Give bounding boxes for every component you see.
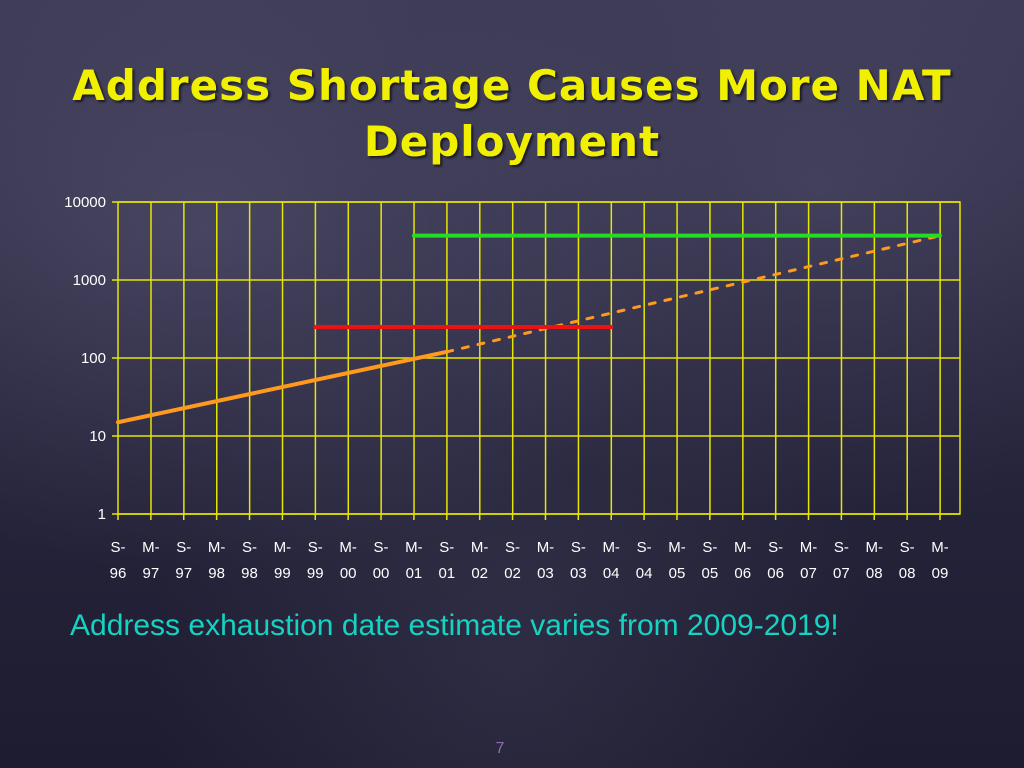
x-tick-label-bottom: 03	[537, 565, 554, 582]
x-tick-label-top: S-	[242, 539, 257, 556]
x-tick-label-bottom: 05	[669, 565, 686, 582]
x-tick-label-bottom: 06	[767, 565, 784, 582]
x-tick-label-bottom: 07	[833, 565, 850, 582]
y-axis-ticks: 1 10 100 1000 10000	[64, 194, 106, 523]
x-tick-label-bottom: 08	[899, 565, 916, 582]
x-tick-label-top: M-	[800, 539, 818, 556]
x-tick-label-bottom: 97	[143, 565, 160, 582]
x-tick-label-top: S-	[702, 539, 717, 556]
x-tick-label-top: M-	[471, 539, 489, 556]
series-line-2	[445, 234, 942, 354]
x-tick-label-top: M-	[865, 539, 883, 556]
y-tick-label: 10000	[64, 194, 106, 211]
x-tick-label-bottom: 99	[274, 565, 291, 582]
x-tick-label-bottom: 00	[373, 565, 390, 582]
x-tick-label-top: S-	[439, 539, 454, 556]
x-tick-label-top: S-	[176, 539, 191, 556]
x-tick-label-bottom: 02	[471, 565, 488, 582]
x-tick-label-bottom: 01	[438, 565, 455, 582]
x-tick-label-top: M-	[602, 539, 620, 556]
x-tick-label-bottom: 97	[175, 565, 192, 582]
x-tick-label-top: S-	[834, 539, 849, 556]
x-tick-label-top: M-	[734, 539, 752, 556]
y-tick-label: 10	[89, 428, 106, 445]
x-tick-label-bottom: 02	[504, 565, 521, 582]
x-tick-label-top: S-	[571, 539, 586, 556]
x-tick-label-bottom: 06	[734, 565, 751, 582]
x-tick-label-bottom: 05	[701, 565, 718, 582]
page-number: 7	[495, 740, 505, 757]
chart-series	[116, 233, 942, 425]
nat-deployment-chart: 1 10 100 1000 10000 S- 96 M- 97 S- 97 M- 98 S- 98 M- 99…	[64, 194, 961, 582]
series-line-1	[116, 349, 449, 425]
y-tick-label: 1	[98, 506, 106, 523]
chart-grid	[112, 201, 961, 515]
x-tick-label-top: M-	[668, 539, 686, 556]
x-tick-label-top: M-	[405, 539, 423, 556]
x-tick-label-top: S-	[900, 539, 915, 556]
slide-title: Address Shortage Causes More NAT Deploym…	[72, 61, 952, 166]
x-tick-label-top: M-	[142, 539, 160, 556]
x-tick-label-bottom: 04	[636, 565, 653, 582]
x-tick-label-bottom: 03	[570, 565, 587, 582]
x-tick-label-top: M-	[208, 539, 226, 556]
x-tick-label-bottom: 98	[241, 565, 258, 582]
x-tick-label-top: S-	[374, 539, 389, 556]
x-tick-label-bottom: 01	[406, 565, 423, 582]
caption-text: Address exhaustion date estimate varies …	[70, 609, 839, 642]
x-tick-label-bottom: 09	[932, 565, 949, 582]
x-tick-label-bottom: 98	[208, 565, 225, 582]
x-tick-label-bottom: 07	[800, 565, 817, 582]
x-tick-label-top: S-	[308, 539, 323, 556]
x-tick-label-top: S-	[111, 539, 126, 556]
x-tick-label-bottom: 08	[866, 565, 883, 582]
x-axis-ticks: S- 96 M- 97 S- 97 M- 98 S- 98 M- 99 S- 99 M- 00 S- 00 M- 01…	[110, 514, 949, 582]
x-tick-label-top: M-	[274, 539, 292, 556]
x-tick-label-bottom: 00	[340, 565, 357, 582]
y-tick-label: 100	[81, 350, 106, 367]
y-tick-label: 1000	[73, 272, 106, 289]
x-tick-label-top: M-	[339, 539, 357, 556]
x-tick-label-top: S-	[768, 539, 783, 556]
x-tick-label-bottom: 04	[603, 565, 620, 582]
x-tick-label-bottom: 96	[110, 565, 127, 582]
x-tick-label-top: M-	[537, 539, 555, 556]
x-tick-label-top: M-	[931, 539, 949, 556]
x-tick-label-bottom: 99	[307, 565, 324, 582]
x-tick-label-top: S-	[505, 539, 520, 556]
x-tick-label-top: S-	[637, 539, 652, 556]
